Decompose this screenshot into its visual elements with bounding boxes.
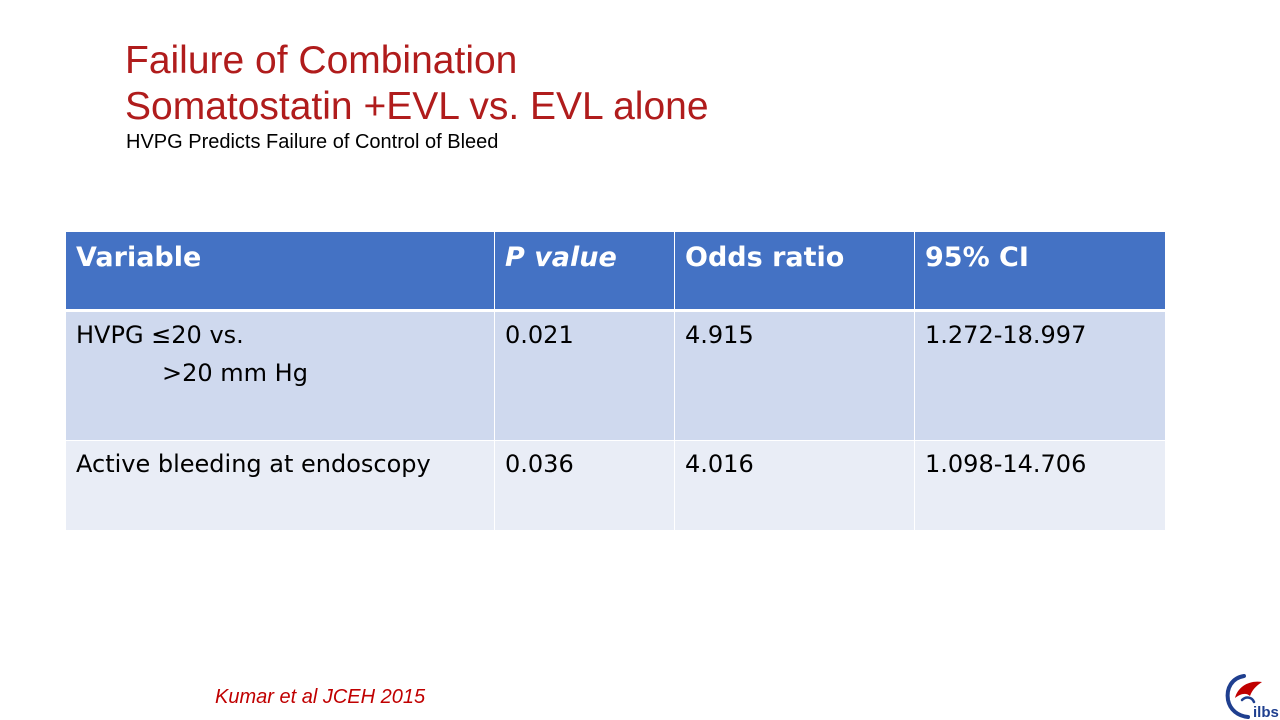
header-odds-ratio: Odds ratio [674,231,915,312]
cell-odds-ratio: 4.915 [674,310,915,441]
header-p-value: P value [494,231,675,312]
header-variable: Variable [65,231,495,312]
title-line-2: Somatostatin +EVL vs. EVL alone [125,85,709,128]
table-row: Active bleeding at endoscopy 0.036 4.016… [65,440,1166,531]
variable-line-2: >20 mm Hg [162,359,308,387]
table-header-row: Variable P value Odds ratio 95% CI [65,231,1166,312]
header-95-ci: 95% CI [914,231,1166,312]
cell-p-value: 0.021 [494,310,675,441]
cell-variable: HVPG ≤20 vs. >20 mm Hg [65,310,495,441]
svg-text:ilbs: ilbs [1253,704,1279,720]
cell-variable: Active bleeding at endoscopy [65,440,495,531]
cell-odds-ratio: 4.016 [674,440,915,531]
variable-line-1: HVPG ≤20 vs. [76,321,244,349]
results-table: Variable P value Odds ratio 95% CI HVPG … [65,231,1166,531]
table-row: HVPG ≤20 vs. >20 mm Hg 0.021 4.915 1.272… [65,310,1166,441]
citation: Kumar et al JCEH 2015 [215,686,426,708]
cell-ci: 1.272-18.997 [914,310,1166,441]
cell-p-value: 0.036 [494,440,675,531]
ilbs-logo-icon: ilbs [1222,670,1280,720]
slide-title: Failure of Combination Somatostatin +EVL… [125,38,709,130]
cell-ci: 1.098-14.706 [914,440,1166,531]
slide-subtitle: HVPG Predicts Failure of Control of Blee… [126,131,499,153]
title-line-1: Failure of Combination [125,39,518,82]
